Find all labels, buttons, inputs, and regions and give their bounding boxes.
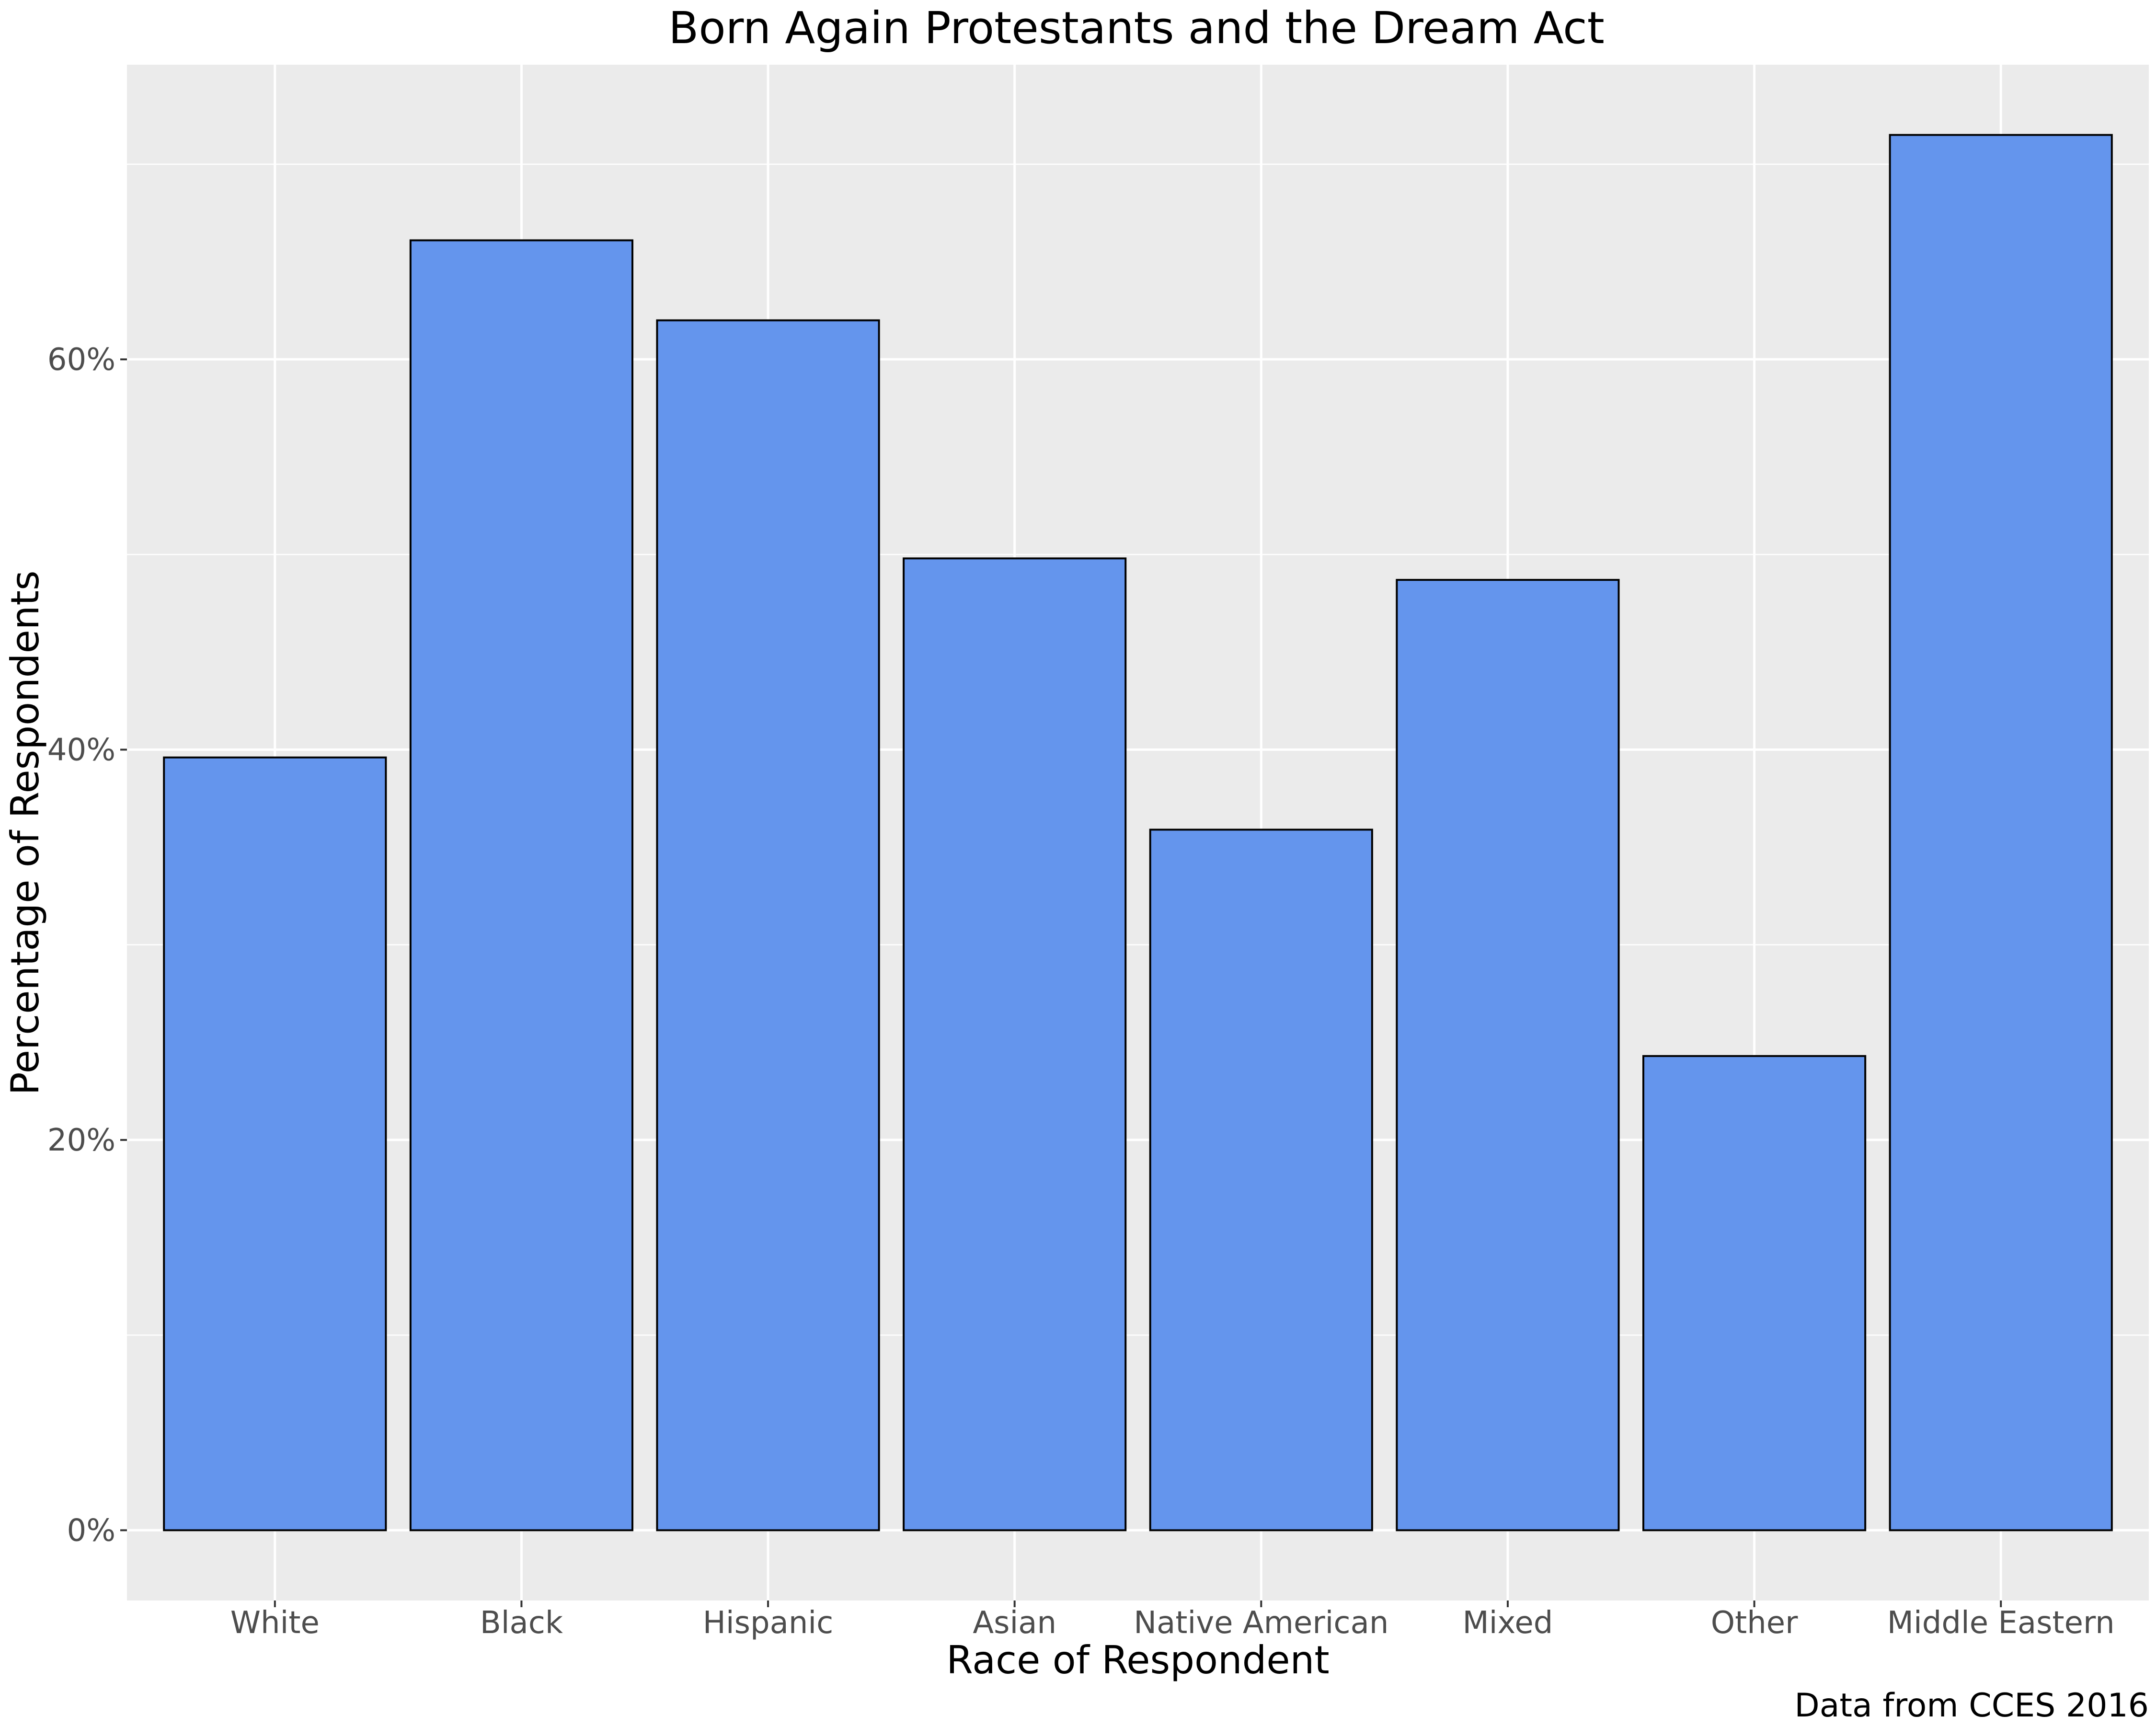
- bar-asian: [903, 557, 1127, 1531]
- y-tick-label: 60%: [47, 342, 115, 378]
- x-tick-label: Native American: [1134, 1605, 1388, 1641]
- bar-black: [409, 239, 634, 1531]
- y-tick-label: 40%: [47, 732, 115, 768]
- x-tick-label: Mixed: [1462, 1605, 1553, 1641]
- x-tick-label: Middle Eastern: [1887, 1605, 2115, 1641]
- chart-title: Born Again Protestants and the Dream Act: [668, 2, 1605, 54]
- bar-white: [163, 756, 387, 1531]
- x-tick-label: Other: [1711, 1605, 1798, 1641]
- x-tick-label: Black: [480, 1605, 563, 1641]
- bar-other: [1642, 1055, 1867, 1531]
- y-tick-label: 20%: [47, 1123, 115, 1158]
- y-axis: 0% 20% 40% 60%: [47, 342, 127, 1548]
- x-tick-label: Asian: [973, 1605, 1056, 1641]
- x-tick-label: White: [230, 1605, 320, 1641]
- bar-hispanic: [656, 319, 880, 1531]
- bar-mixed: [1396, 579, 1620, 1531]
- bar-middle-eastern: [1889, 134, 2113, 1531]
- bar-native-american: [1149, 829, 1373, 1531]
- y-axis-title: Percentage of Respondents: [3, 570, 47, 1095]
- x-axis: White Black Hispanic Asian Native American Mi…: [230, 1600, 2115, 1641]
- x-axis-title: Race of Respondent: [946, 1638, 1329, 1682]
- y-tick-label: 0%: [67, 1513, 115, 1548]
- bars: [163, 134, 2113, 1531]
- x-tick-label: Hispanic: [703, 1605, 834, 1641]
- chart-caption: Data from CCES 2016: [1794, 1687, 2149, 1725]
